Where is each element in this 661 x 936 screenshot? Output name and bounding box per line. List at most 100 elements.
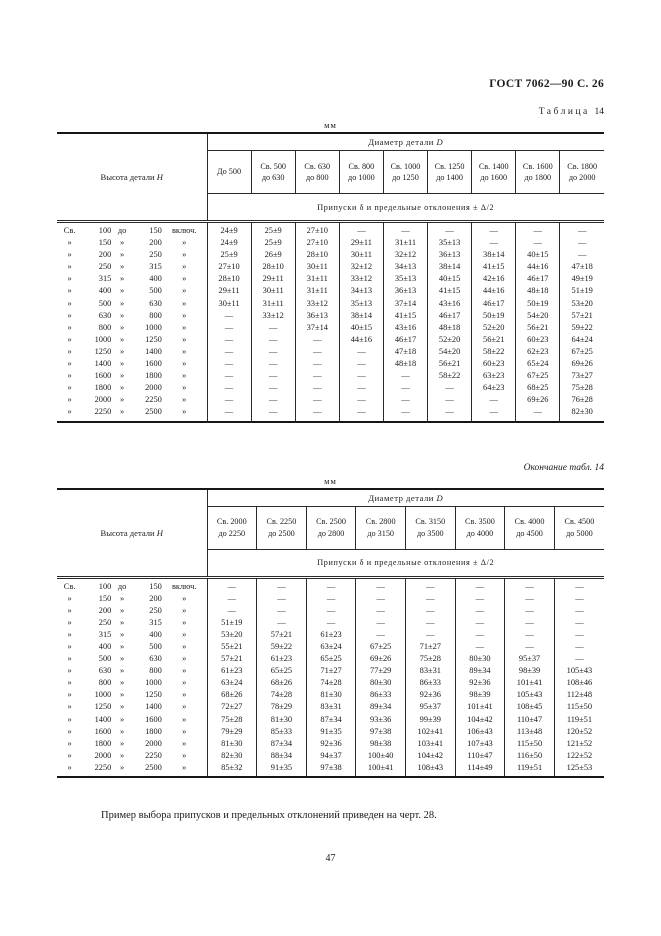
height-range-part: » [182,666,187,676]
allowance-value-cell: 89±34 [454,665,505,678]
allowance-value-cell: 91±35 [305,725,356,738]
allowance-value-cell: — [305,577,356,593]
allowance-value-cell: 25±9 [250,221,296,238]
allowance-value-cell: 30±11 [250,285,296,298]
allowance-value-cell: 38±14 [338,309,384,322]
allowance-value-cell: — [256,604,307,617]
height-range-part: » [67,726,72,736]
height-range-part: 500 [149,286,162,296]
diameter-header-text: Диаметр детали [368,492,434,503]
height-range-part: 1400 [94,714,112,724]
allowance-value-cell: — [294,406,340,422]
allowance-value-cell: — [206,577,257,593]
table-row: » 400» 500» 29±11 30±11 31±11 34±13 36±13 41±15 4… [57,285,604,298]
allowance-value-cell: 43±16 [382,321,428,334]
allowance-value-cell: — [338,358,384,371]
allowance-value-cell: — [553,604,604,617]
allowance-value-cell: 61±23 [206,665,257,678]
allowance-value-cell: 46±17 [382,333,428,346]
height-range-part: » [119,617,125,627]
allowance-value-cell: 75±28 [559,382,604,395]
allowance-value-cell: 115±50 [504,737,555,750]
height-range-part: 630 [98,310,112,320]
height-range-part: » [119,407,125,417]
allowance-value-cell: — [454,592,505,605]
height-header-variable: Н [156,172,164,182]
height-header-variable: Н [156,527,164,538]
allowance-value-cell: — [454,604,505,617]
height-range-label: » 800 » 1000 » [57,321,208,334]
allowance-value-cell: 65±25 [256,665,307,678]
height-range-part: 250 [98,617,112,627]
height-range-part: » [119,641,125,651]
table-row: » 2000» 2250» — — — — — — —69±26 76±28 [57,394,604,407]
diameter-range-header: Св. 1250 до 1400 [427,150,472,194]
table-row: » 315» 400» 28±10 29±11 31±11 33±12 35±13 40±15 4… [57,273,604,286]
allowance-value-cell: — [305,604,356,617]
height-range-part: » [119,298,125,308]
allowance-value-cell: 78±29 [256,701,307,714]
table-caption-word: Таблица [538,107,590,117]
table-row: » 315» 400» 53±20 57±21 61±23— — — — — [57,628,604,641]
height-range-label: Св. 100 до 150 включ. [57,221,208,238]
allowance-value-cell: — [206,370,252,383]
page-number: 47 [325,853,336,864]
diameter-range-header: Св. 1600 до 1800 [515,150,560,194]
height-range-part: » [182,617,187,627]
height-range-part: » [119,250,125,260]
height-range-part: 2250 [94,407,112,417]
allowance-header-row: Припуски δ и предельные отклонения ± Δ/2 [57,193,604,223]
allowance-value-cell: — [427,221,472,238]
allowance-value-cell: 81±30 [256,713,307,726]
height-range-part: 100 [98,581,112,591]
diameter-range-row: До 500 Св. 500 до 630 Св. 630 до 800 Св. 80… [57,150,604,194]
allowance-value-cell: — [504,640,555,654]
allowance-value-cell: 82±30 [206,749,257,762]
height-range-part: » [67,654,72,664]
table-row: » 250» 315» 51±19— — — — — — — [57,616,604,629]
table-row: » 2000» 2250» 82±30 88±34 94±37 100±40 104±42 11… [57,749,604,762]
allowance-value-cell: — [515,221,560,238]
allowance-value-cell: 24±9 [206,221,252,238]
allowance-value-cell: 97±38 [305,761,356,777]
allowance-value-cell: — [250,406,296,422]
height-range-part: » [119,666,125,676]
height-range-part: 1250 [94,702,112,712]
allowance-value-cell: — [427,406,472,422]
allowance-value-cell: 92±36 [405,689,456,702]
allowance-value-cell: — [504,577,555,593]
allowance-value-cell: 37±14 [294,321,340,334]
table-row: » 1400» 1600» — — — —48±18 56±21 60±23 65±24 69±26 [57,358,604,371]
allowance-value-cell: 115±50 [553,701,604,714]
height-range-part: » [182,298,187,308]
allowance-value-cell: 27±10 [294,221,340,238]
allowance-value-cell: — [338,394,384,407]
height-range-part: » [182,322,187,332]
allowance-value-cell: 81±30 [206,737,257,750]
height-range-part: » [119,238,125,248]
height-range-part: » [182,738,187,748]
height-header-text: Высота детали [100,172,155,182]
allowance-value-cell: 87±34 [256,737,307,750]
height-range-part: » [67,359,72,369]
allowance-value-cell: 28±10 [294,249,340,262]
height-range-part: » [182,346,187,356]
allowance-value-cell: 88±34 [256,749,307,762]
allowance-value-cell: 106±43 [454,725,505,738]
height-range-label: » 630 » 800 » [57,309,208,322]
allowance-value-cell: 69±26 [515,394,560,407]
table-row: » 1400 » 1600 » 75±28 81±30 87±34 93±36 99±39 104±… [57,713,604,726]
allowance-value-cell: 50±19 [515,297,560,310]
height-range-label: » 315 » 400 » [57,273,208,286]
allowance-value-cell: — [382,382,428,395]
allowance-table-1: Высота детали Н Диаметр детали D До 500 С… [57,132,604,423]
height-range-part: » [182,690,187,700]
allowance-value-cell: 98±38 [355,737,406,750]
height-range-part: 800 [149,310,162,320]
allowance-value-cell: 44±16 [471,285,516,298]
height-range-part: Св. [63,226,76,235]
allowance-value-cell: 41±15 [427,285,472,298]
height-range-label: » 500 » 630 » [57,653,208,666]
table-row: » 630 » 800 » —33±12 36±13 38±14 41±15 46±17 50±19… [57,309,604,322]
table-row: » 2250» 2500» 85±32 91±35 97±38 100±41 108±43 11… [57,761,604,777]
